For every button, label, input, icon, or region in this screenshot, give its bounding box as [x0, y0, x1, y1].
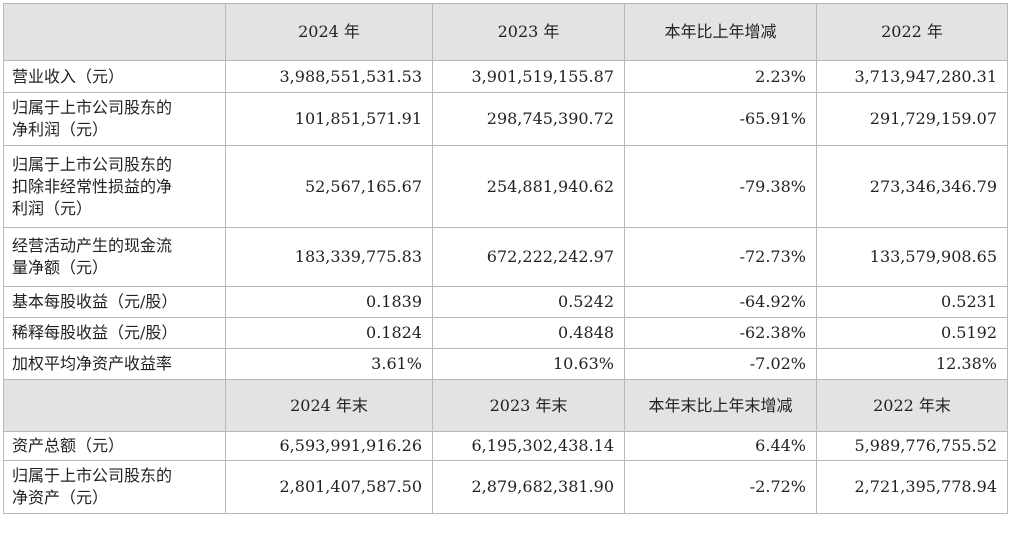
row-label-line: 净利润（元）	[12, 120, 109, 139]
table-row: 归属于上市公司股东的 扣除非经常性损益的净 利润（元） 52,567,165.67 25…	[3, 145, 1008, 228]
table-body: 2024 年 2023 年本年比上年增减 2022 年营业收入（元） 3,988,55…	[3, 3, 1008, 514]
header-row: 2024 年 2023 年本年比上年增减 2022 年	[3, 3, 1008, 61]
value-cell: 0.4848	[432, 317, 625, 349]
table-row: 营业收入（元） 3,988,551,531.53 3,901,519,155.87 2…	[3, 60, 1008, 93]
column-header: 本年比上年增减	[624, 3, 817, 61]
row-label: 稀释每股收益（元/股）	[3, 317, 226, 349]
value-cell: 3.61%	[225, 348, 433, 380]
row-label-line: 营业收入（元）	[12, 66, 125, 86]
row-label-line: 加权平均净资产收益率	[12, 354, 173, 373]
row-label-line: 基本每股收益（元/股）	[12, 292, 178, 311]
row-label: 归属于上市公司股东的 净利润（元）	[3, 92, 226, 146]
table-row: 经营活动产生的现金流 量净额（元） 183,339,775.83 672,222,24…	[3, 227, 1008, 287]
header-corner-cell	[3, 3, 226, 61]
row-label: 基本每股收益（元/股）	[3, 286, 226, 318]
value-cell: 3,901,519,155.87	[432, 60, 625, 93]
table-row: 归属于上市公司股东的 净资产（元） 2,801,407,587.50 2,879,68…	[3, 460, 1008, 514]
row-label-line: 扣除非经常性损益的净	[12, 176, 173, 196]
row-label-line: 稀释每股收益（元/股）	[12, 323, 178, 342]
value-cell: 0.1824	[225, 317, 433, 349]
value-cell: 6,593,991,916.26	[225, 431, 433, 461]
row-label-line: 量净额（元）	[12, 258, 109, 277]
value-cell: 52,567,165.67	[225, 145, 433, 228]
row-label-line: 净资产（元）	[12, 488, 109, 507]
value-cell: -62.38%	[624, 317, 817, 349]
column-header: 2023 年末	[432, 379, 625, 432]
value-cell: 0.5242	[432, 286, 625, 318]
table-row: 加权平均净资产收益率 3.61% 10.63% -7.02% 12.38%	[3, 348, 1008, 380]
value-cell: -64.92%	[624, 286, 817, 318]
table-row: 稀释每股收益（元/股） 0.1824 0.4848 -62.38% 0.5192	[3, 317, 1008, 349]
column-header: 2022 年	[816, 3, 1008, 61]
header-corner-cell	[3, 379, 226, 432]
row-label-line: 归属于上市公司股东的	[12, 466, 173, 485]
value-cell: -79.38%	[624, 145, 817, 228]
column-header: 2024 年末	[225, 379, 433, 432]
row-label: 归属于上市公司股东的 净资产（元）	[3, 460, 226, 514]
value-cell: 5,989,776,755.52	[816, 431, 1008, 461]
row-label-line: 归属于上市公司股东的	[12, 98, 173, 117]
table-row: 基本每股收益（元/股） 0.1839 0.5242 -64.92% 0.5231	[3, 286, 1008, 318]
value-cell: 6,195,302,438.14	[432, 431, 625, 461]
value-cell: 3,988,551,531.53	[225, 60, 433, 93]
value-cell: 12.38%	[816, 348, 1008, 380]
table-row: 资产总额（元） 6,593,991,916.26 6,195,302,438.14 6…	[3, 431, 1008, 461]
row-label-line: 归属于上市公司股东的	[12, 154, 173, 174]
column-header: 2022 年末	[816, 379, 1008, 432]
table-row: 归属于上市公司股东的 净利润（元） 101,851,571.91 298,745,39…	[3, 92, 1008, 146]
value-cell: 291,729,159.07	[816, 92, 1008, 146]
row-label: 营业收入（元）	[3, 60, 226, 93]
row-label: 资产总额（元）	[3, 431, 226, 461]
column-header: 本年末比上年末增减	[624, 379, 817, 432]
value-cell: -65.91%	[624, 92, 817, 146]
column-header: 2023 年	[432, 3, 625, 61]
value-cell: 2,879,682,381.90	[432, 460, 625, 514]
value-cell: 101,851,571.91	[225, 92, 433, 146]
value-cell: 672,222,242.97	[432, 227, 625, 287]
value-cell: 10.63%	[432, 348, 625, 380]
value-cell: -2.72%	[624, 460, 817, 514]
value-cell: 0.5192	[816, 317, 1008, 349]
row-label-line: 经营活动产生的现金流	[12, 236, 173, 255]
value-cell: 3,713,947,280.31	[816, 60, 1008, 93]
value-cell: 273,346,346.79	[816, 145, 1008, 228]
row-label: 归属于上市公司股东的 扣除非经常性损益的净 利润（元）	[3, 145, 226, 228]
value-cell: 2,801,407,587.50	[225, 460, 433, 514]
value-cell: 0.5231	[816, 286, 1008, 318]
value-cell: 254,881,940.62	[432, 145, 625, 228]
value-cell: 6.44%	[624, 431, 817, 461]
value-cell: -72.73%	[624, 227, 817, 287]
value-cell: 0.1839	[225, 286, 433, 318]
value-cell: 298,745,390.72	[432, 92, 625, 146]
header-row: 2024 年末 2023 年末 本年末比上年末增减 2022 年末	[3, 379, 1008, 432]
row-label-line: 资产总额（元）	[12, 436, 125, 455]
value-cell: 183,339,775.83	[225, 227, 433, 287]
value-cell: 2,721,395,778.94	[816, 460, 1008, 514]
value-cell: 2.23%	[624, 60, 817, 93]
row-label: 加权平均净资产收益率	[3, 348, 226, 380]
row-label-line: 利润（元）	[12, 198, 93, 218]
column-header: 2024 年	[225, 3, 433, 61]
row-label: 经营活动产生的现金流 量净额（元）	[3, 227, 226, 287]
value-cell: 133,579,908.65	[816, 227, 1008, 287]
financial-summary-table: 2024 年 2023 年本年比上年增减 2022 年营业收入（元） 3,988,55…	[3, 3, 1008, 514]
value-cell: -7.02%	[624, 348, 817, 380]
